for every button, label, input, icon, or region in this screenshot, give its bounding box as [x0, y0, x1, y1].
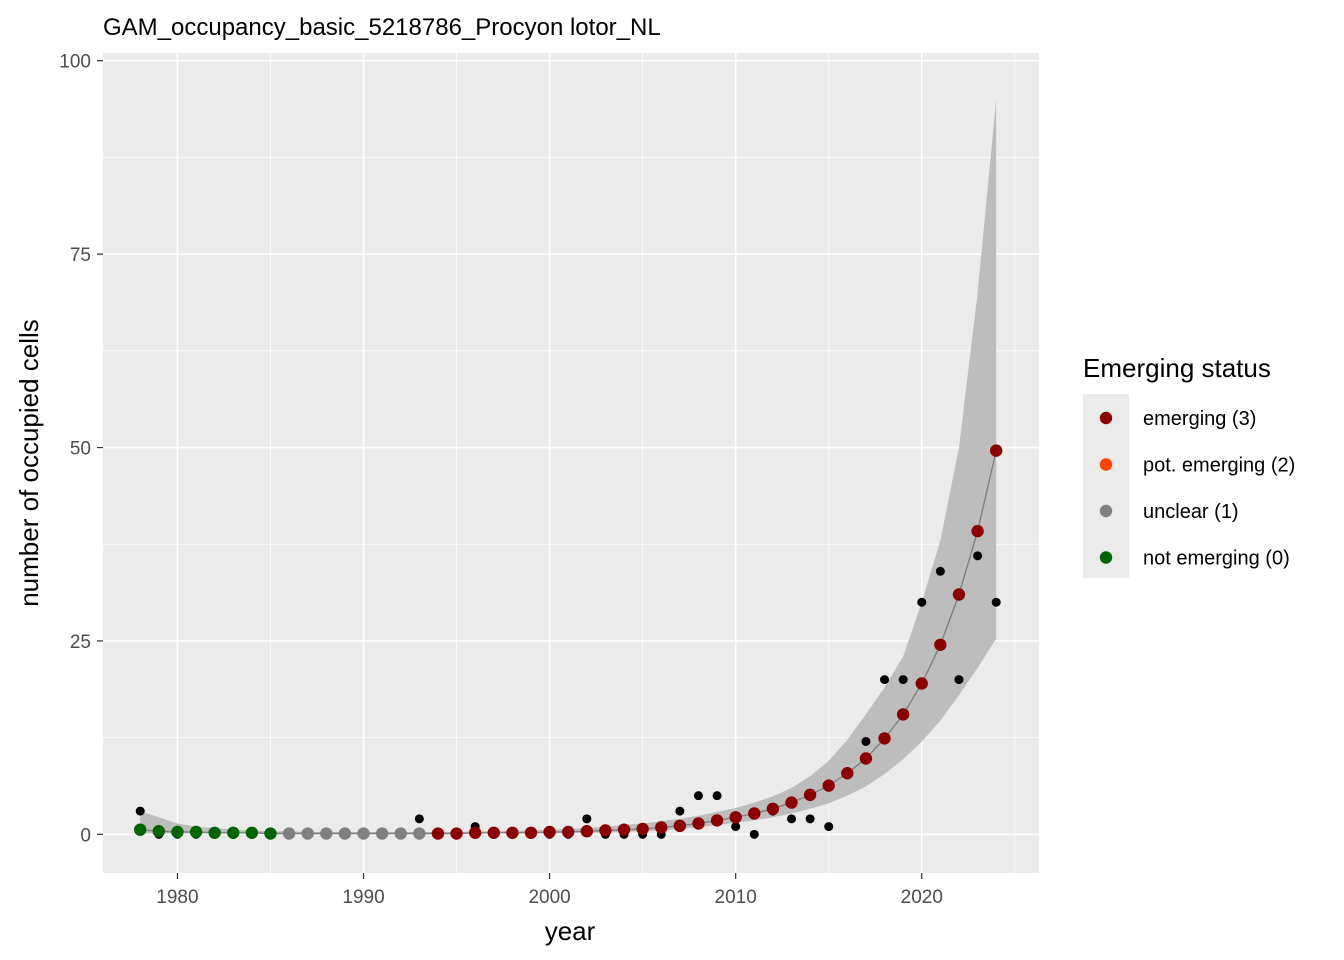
legend-label: pot. emerging (2)	[1143, 455, 1295, 477]
legend-title: Emerging status	[1083, 353, 1271, 383]
legend: Emerging status emerging (3) pot. emergin…	[1083, 353, 1295, 578]
observed-point	[414, 814, 424, 824]
status-point-emerging	[803, 788, 817, 802]
y-tick-label: 25	[70, 632, 91, 653]
status-points	[134, 444, 1003, 840]
status-point-not-emerging	[227, 826, 240, 839]
status-point-not-emerging	[208, 826, 221, 839]
status-point-emerging	[617, 823, 631, 836]
axes: 1980 1990 2000 2010 2020 0 25 50 75 100	[59, 52, 943, 908]
legend-key	[1099, 411, 1113, 425]
chart-title: GAM_occupancy_basic_5218786_Procyon loto…	[103, 14, 661, 41]
x-axis-title: year	[545, 916, 596, 946]
legend-label: not emerging (0)	[1143, 548, 1290, 570]
status-point-unclear	[375, 827, 389, 840]
observed-point	[135, 806, 145, 816]
status-point-emerging	[636, 822, 649, 836]
status-point-not-emerging	[245, 826, 259, 839]
x-tick-label: 2000	[528, 887, 570, 908]
y-axis-title: number of occupied cells	[14, 319, 44, 607]
y-tick-label: 0	[80, 825, 91, 846]
observed-point	[973, 551, 983, 561]
x-tick-label: 1990	[342, 887, 384, 908]
status-point-emerging	[431, 827, 445, 840]
status-point-emerging	[692, 817, 705, 830]
legend-key	[1099, 458, 1113, 471]
status-point-not-emerging	[264, 827, 277, 840]
status-point-emerging	[729, 811, 742, 824]
observed-point	[880, 675, 890, 685]
y-tick-label: 75	[70, 245, 91, 266]
legend-items: emerging (3) pot. emerging (2) unclear (1)…	[1099, 408, 1295, 570]
status-point-emerging	[562, 825, 575, 839]
status-point-emerging	[934, 638, 947, 651]
status-point-emerging	[673, 819, 687, 833]
status-point-emerging	[896, 708, 910, 721]
status-point-emerging	[506, 826, 519, 839]
status-point-emerging	[655, 821, 668, 834]
status-point-unclear	[301, 827, 314, 840]
status-point-emerging	[748, 807, 761, 820]
status-point-emerging	[450, 827, 463, 840]
status-point-emerging	[524, 826, 538, 839]
status-point-not-emerging	[134, 823, 147, 836]
observed-point	[787, 814, 797, 824]
observed-point	[991, 597, 1001, 607]
legend-key	[1099, 504, 1113, 518]
status-point-emerging	[971, 524, 984, 538]
legend-key-background	[1083, 394, 1129, 578]
observed-point	[898, 675, 908, 685]
observed-point	[693, 791, 703, 801]
status-point-not-emerging	[152, 825, 166, 838]
status-point-emerging	[710, 814, 724, 827]
observed-point	[954, 675, 964, 685]
status-point-emerging	[878, 732, 891, 745]
status-point-not-emerging	[189, 825, 203, 839]
status-point-emerging	[580, 825, 594, 838]
status-point-unclear	[282, 827, 296, 840]
x-tick-label: 2010	[715, 887, 757, 908]
status-point-emerging	[487, 826, 500, 839]
legend-label: emerging (3)	[1143, 408, 1256, 430]
x-tick-label: 1980	[156, 887, 198, 908]
x-tick-label: 2020	[901, 887, 943, 908]
status-point-emerging	[468, 826, 482, 839]
observed-point	[582, 814, 592, 824]
observed-point	[712, 791, 722, 801]
status-point-unclear	[394, 827, 407, 840]
status-point-emerging	[915, 677, 928, 690]
observed-point	[824, 822, 834, 832]
status-point-emerging	[841, 767, 854, 780]
status-point-unclear	[413, 827, 426, 840]
observed-point	[805, 814, 815, 824]
status-point-emerging	[599, 824, 612, 837]
status-point-emerging	[543, 825, 556, 839]
status-point-emerging	[859, 752, 873, 765]
observed-point	[861, 736, 871, 746]
y-tick-label: 100	[59, 52, 91, 73]
observed-point	[749, 829, 759, 839]
status-point-not-emerging	[171, 825, 184, 839]
observed-point	[731, 822, 741, 832]
status-point-emerging	[766, 802, 780, 815]
status-point-unclear	[338, 827, 352, 840]
y-tick-label: 50	[70, 439, 91, 460]
observed-point	[675, 806, 685, 816]
status-point-emerging	[990, 444, 1003, 457]
status-point-emerging	[822, 779, 835, 792]
observed-point	[935, 566, 945, 576]
legend-label: unclear (1)	[1143, 501, 1239, 523]
status-point-emerging	[952, 588, 966, 601]
status-point-unclear	[357, 827, 370, 840]
status-point-unclear	[320, 827, 333, 840]
observed-point	[917, 597, 927, 607]
legend-key	[1099, 551, 1113, 564]
status-point-emerging	[785, 796, 798, 809]
